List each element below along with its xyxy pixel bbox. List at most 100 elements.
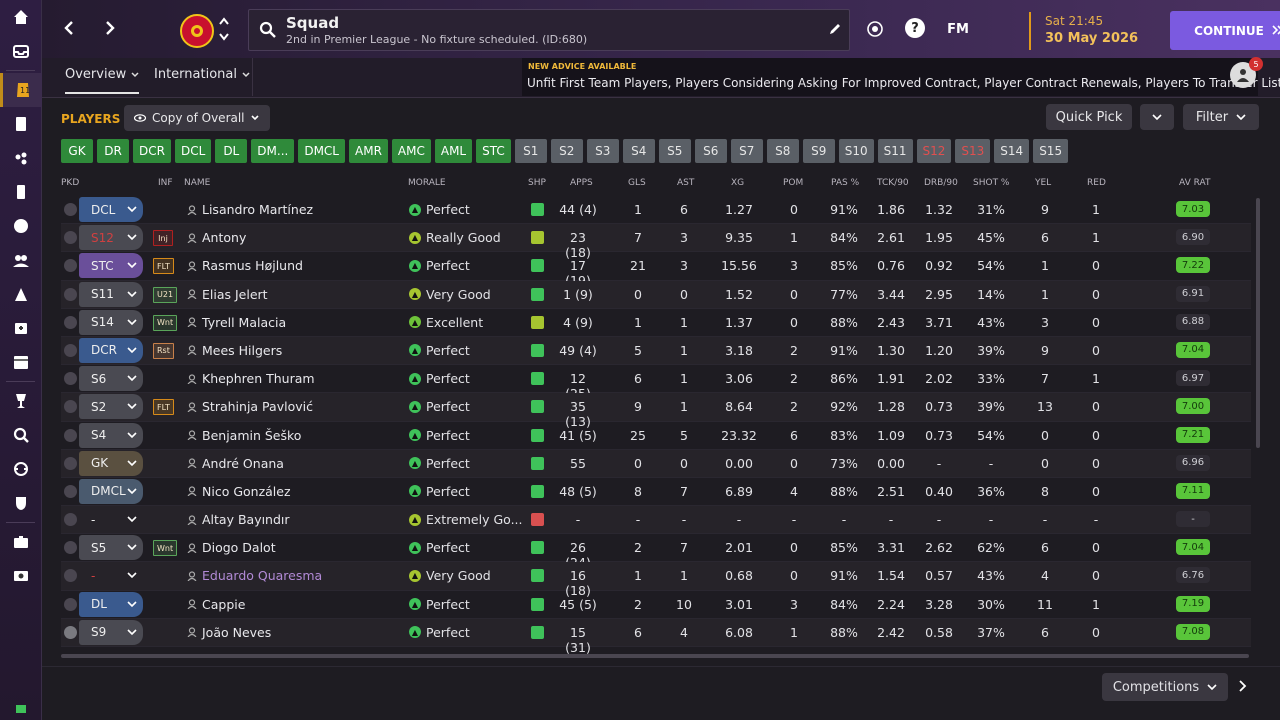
player-name[interactable]: João Neves: [187, 625, 271, 640]
player-name[interactable]: Lisandro Martínez: [187, 202, 313, 217]
col-apps[interactable]: APPS: [570, 178, 593, 188]
position-selector[interactable]: DMCL: [79, 478, 143, 504]
position-filter-s8[interactable]: S8: [766, 139, 799, 163]
next-page-button[interactable]: [1235, 677, 1251, 695]
position-filter-dcr[interactable]: DCR: [133, 139, 171, 163]
col-shot[interactable]: SHOT %: [973, 178, 1010, 188]
tab-overview[interactable]: Overview: [65, 67, 140, 94]
player-name[interactable]: Eduardo Quaresma: [187, 568, 322, 583]
competitions-dropdown[interactable]: Competitions: [1102, 673, 1228, 701]
pick-checkbox[interactable]: [64, 372, 77, 386]
col-drb[interactable]: DRB/90: [924, 178, 958, 188]
table-row[interactable]: S2 FLT Strahinja Pavlović ▲ Perfect 35 (13) 9 1…: [61, 393, 1251, 429]
player-name[interactable]: Benjamin Šeško: [187, 428, 301, 443]
advisor-avatar-icon[interactable]: [1230, 62, 1256, 88]
player-name[interactable]: Tyrell Malacia: [187, 315, 286, 330]
table-row[interactable]: S9 João Neves ▲ Perfect 15 (31) 6 4 6.08 1 88% 2.4…: [61, 618, 1251, 655]
position-selector[interactable]: S2: [79, 394, 143, 420]
pick-checkbox[interactable]: [64, 541, 77, 555]
morale[interactable]: ▲ Perfect: [409, 343, 470, 358]
position-filter-s12[interactable]: S12: [916, 139, 952, 163]
table-row[interactable]: S14 Wnt Tyrell Malacia ▲ Excellent 4 (9) 1 1 1.3…: [61, 309, 1251, 337]
morale[interactable]: ▲ Perfect: [409, 484, 470, 499]
col-ast[interactable]: AST: [677, 178, 695, 188]
search-icon[interactable]: [259, 21, 277, 43]
info-badge[interactable]: Rst: [153, 342, 174, 359]
position-selector[interactable]: S4: [79, 422, 143, 448]
back-button[interactable]: [57, 16, 81, 40]
table-row[interactable]: - Altay Bayındır ▲ Extremely Go... - - - - - - - - -…: [61, 506, 1251, 535]
info-badge[interactable]: FLT: [153, 258, 174, 275]
pick-checkbox[interactable]: [64, 287, 77, 301]
pick-checkbox[interactable]: [64, 203, 77, 216]
player-name[interactable]: Cappie: [187, 597, 245, 612]
pick-checkbox[interactable]: [64, 597, 77, 611]
player-name[interactable]: Nico González: [187, 484, 291, 499]
edit-icon[interactable]: [824, 18, 846, 40]
position-filter-s5[interactable]: S5: [658, 139, 691, 163]
col-avrat[interactable]: AV RAT: [1179, 178, 1211, 188]
sidebar-scouting[interactable]: [0, 384, 42, 418]
morale[interactable]: ▲ Perfect: [409, 371, 470, 386]
col-xg[interactable]: XG: [731, 178, 745, 188]
table-row[interactable]: DCL Lisandro Martínez ▲ Perfect 44 (4) 1 6 1.27…: [61, 196, 1251, 225]
quick-pick-dropdown[interactable]: [1140, 104, 1174, 130]
table-row[interactable]: S4 Benjamin Šeško ▲ Perfect 41 (5) 25 5 23.32 6 8…: [61, 422, 1251, 450]
horizontal-scrollbar[interactable]: [61, 654, 1249, 658]
position-filter-dl[interactable]: DL: [215, 139, 248, 163]
position-selector[interactable]: DCL: [79, 197, 143, 222]
position-filter-s2[interactable]: S2: [550, 139, 583, 163]
morale[interactable]: ▲ Perfect: [409, 202, 470, 217]
game-date[interactable]: Sat 21:45 30 May 2026: [1029, 12, 1159, 50]
position-filter-s4[interactable]: S4: [622, 139, 655, 163]
position-selector[interactable]: S9: [79, 619, 143, 645]
position-selector[interactable]: DCR: [79, 337, 143, 363]
col-morale[interactable]: MORALE: [408, 178, 446, 188]
info-badge[interactable]: Inj: [153, 230, 173, 247]
position-filter-s1[interactable]: S1: [514, 139, 547, 163]
game-status-icon[interactable]: [864, 18, 886, 40]
morale[interactable]: ▲ Very Good: [409, 568, 491, 583]
position-filter-s14[interactable]: S14: [994, 139, 1030, 163]
position-filter-s9[interactable]: S9: [802, 139, 835, 163]
sidebar-dynamics[interactable]: [0, 141, 42, 175]
sidebar-tactics[interactable]: [0, 107, 42, 141]
col-pom[interactable]: POM: [783, 178, 804, 188]
morale[interactable]: ▲ Perfect: [409, 399, 470, 414]
pick-checkbox[interactable]: [64, 513, 77, 527]
position-filter-s7[interactable]: S7: [730, 139, 763, 163]
position-filter-amr[interactable]: AMR: [349, 139, 388, 163]
position-filter-amc[interactable]: AMC: [391, 139, 431, 163]
filter-button[interactable]: Filter: [1183, 104, 1259, 130]
sidebar-training[interactable]: [0, 243, 42, 277]
info-badge[interactable]: Wnt: [153, 314, 178, 331]
position-filter-s10[interactable]: S10: [838, 139, 874, 163]
position-filter-gk[interactable]: GK: [61, 139, 93, 163]
position-filter-s15[interactable]: S15: [1033, 139, 1069, 163]
col-gls[interactable]: GLS: [628, 178, 646, 188]
table-row[interactable]: S11 U21 Elias Jelert ▲ Very Good 1 (9) 0 0 1.52 0…: [61, 280, 1251, 309]
player-name[interactable]: Khephren Thuram: [187, 371, 315, 386]
info-badge[interactable]: Wnt: [153, 540, 178, 557]
info-badge[interactable]: FLT: [153, 399, 174, 416]
position-selector[interactable]: STC: [79, 253, 143, 279]
position-filter-aml[interactable]: AML: [434, 139, 473, 163]
pick-checkbox[interactable]: [64, 343, 77, 357]
sidebar-medical[interactable]: [0, 277, 42, 311]
table-row[interactable]: DMCL Nico González ▲ Perfect 48 (5) 8 7 6.89 4 88…: [61, 478, 1251, 507]
table-row[interactable]: S12 Inj Antony ▲ Really Good 23 (18) 7 3 9.35 1 84…: [61, 224, 1251, 260]
screen-title-box[interactable]: Squad 2nd in Premier League - No fixture…: [248, 9, 850, 51]
view-selector[interactable]: Copy of Overall: [124, 105, 270, 131]
col-pkd[interactable]: PKD: [61, 178, 80, 188]
col-tck[interactable]: TCK/90: [877, 178, 909, 188]
pick-checkbox[interactable]: [64, 315, 77, 329]
position-selector[interactable]: -: [79, 563, 143, 588]
player-name[interactable]: Elias Jelert: [187, 287, 268, 302]
col-name[interactable]: NAME: [184, 178, 211, 188]
sidebar-dev-centre[interactable]: [0, 525, 42, 559]
table-row[interactable]: - Eduardo Quaresma ▲ Very Good 16 (18) 1 1 0.68…: [61, 562, 1251, 598]
sidebar-inbox[interactable]: [0, 34, 42, 68]
morale[interactable]: ▲ Really Good: [409, 230, 501, 245]
col-yel[interactable]: YEL: [1035, 178, 1052, 188]
table-row[interactable]: DL Cappie ▲ Perfect 45 (5) 2 10 3.01 3 84% 2.24 3.2…: [61, 591, 1251, 619]
